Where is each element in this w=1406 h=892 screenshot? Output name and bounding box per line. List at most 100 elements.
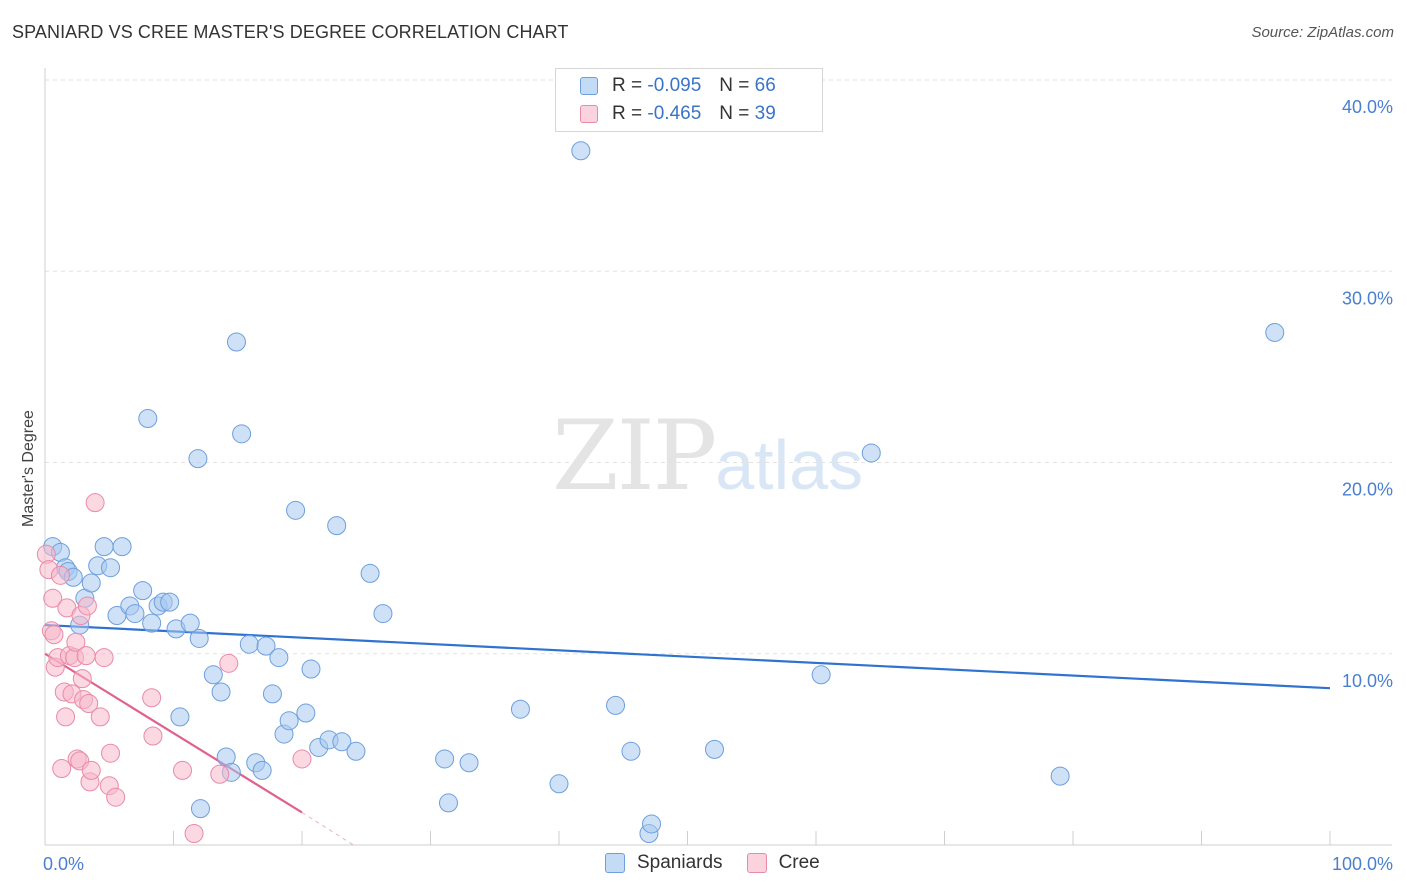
cree-point bbox=[52, 759, 72, 778]
axis-layer: 10.0% 20.0% 30.0% 40.0% 0.0% 100.0% bbox=[43, 68, 1393, 874]
source-credit: Source: ZipAtlas.com bbox=[1251, 24, 1394, 41]
y-axis-label: Master's Degree bbox=[20, 410, 37, 527]
grid-layer bbox=[45, 79, 1392, 655]
spaniard-point bbox=[226, 332, 246, 352]
legend-n-label: N = bbox=[719, 103, 750, 124]
spaniard-point bbox=[160, 592, 180, 612]
spaniard-point bbox=[286, 500, 306, 520]
spaniard-point bbox=[549, 774, 569, 794]
trend-layer bbox=[44, 623, 1331, 846]
spaniard-point bbox=[373, 604, 393, 624]
spaniard-point bbox=[606, 695, 626, 715]
spaniard-point bbox=[1265, 322, 1285, 342]
spaniard-point bbox=[142, 613, 162, 633]
cree-trend-extension bbox=[301, 812, 354, 846]
spaniard-point bbox=[704, 739, 724, 759]
spaniards-trend-line bbox=[44, 623, 1331, 690]
spaniard-point bbox=[861, 443, 881, 463]
spaniard-point bbox=[811, 665, 831, 685]
y-tick-label: 10.0% bbox=[1342, 671, 1393, 691]
legend-row-spaniards: R = -0.095 N = 66 bbox=[580, 74, 776, 98]
cree-point bbox=[44, 625, 64, 645]
spaniard-point bbox=[279, 711, 299, 731]
legend-r-label: R = bbox=[612, 75, 643, 96]
cree-point bbox=[72, 669, 92, 689]
cree-point bbox=[81, 760, 101, 780]
spaniard-point bbox=[211, 682, 231, 702]
cree-point bbox=[56, 707, 76, 727]
spaniard-point bbox=[301, 659, 321, 679]
spaniard-point bbox=[170, 707, 190, 727]
spaniard-point bbox=[138, 409, 158, 429]
spaniard-point bbox=[360, 563, 380, 583]
spaniard-point bbox=[327, 516, 347, 536]
legend-label-spaniards: Spaniards bbox=[637, 852, 723, 873]
spaniard-point bbox=[642, 814, 662, 834]
chart-title: SPANIARD VS CREE MASTER'S DEGREE CORRELA… bbox=[12, 22, 569, 42]
legend-label-cree: Cree bbox=[778, 852, 820, 873]
legend-r-value: -0.095 bbox=[647, 75, 702, 96]
cree-point bbox=[79, 693, 99, 713]
cree-point bbox=[143, 726, 163, 746]
spaniard-point bbox=[438, 793, 458, 813]
spaniards-swatch bbox=[580, 77, 598, 95]
spaniard-point bbox=[256, 636, 276, 656]
cree-point bbox=[101, 743, 121, 763]
spaniard-point bbox=[190, 799, 210, 819]
legend-n-label: N = bbox=[719, 75, 750, 96]
spaniard-point bbox=[571, 141, 591, 161]
cree-point bbox=[85, 493, 105, 513]
legend-r-value: -0.465 bbox=[647, 103, 702, 124]
cree-point bbox=[50, 565, 70, 585]
legend-r-label: R = bbox=[612, 103, 643, 124]
spaniard-point bbox=[510, 699, 530, 719]
cree-swatch bbox=[580, 105, 598, 123]
y-tick-label: 40.0% bbox=[1342, 97, 1393, 117]
spaniard-point bbox=[94, 537, 114, 557]
correlation-legend: R = -0.095 N = 66 R = -0.465 N = 39 bbox=[555, 68, 823, 132]
spaniard-point bbox=[232, 424, 252, 444]
cree-point bbox=[172, 760, 192, 780]
spaniard-point bbox=[112, 537, 132, 557]
cree-swatch bbox=[746, 853, 767, 873]
legend-row-cree: R = -0.465 N = 39 bbox=[580, 102, 776, 126]
spaniard-point bbox=[189, 628, 209, 648]
cree-point bbox=[66, 632, 86, 652]
spaniard-point bbox=[203, 665, 223, 685]
spaniard-point bbox=[180, 613, 200, 633]
cree-point bbox=[142, 688, 162, 708]
spaniard-point bbox=[252, 760, 272, 780]
y-tick-label: 20.0% bbox=[1342, 480, 1393, 500]
watermark-zip: ZIP bbox=[552, 400, 717, 512]
series-legend: Spaniards Cree bbox=[605, 852, 844, 874]
points-layer bbox=[36, 141, 1285, 844]
y-tick-label: 30.0% bbox=[1342, 288, 1393, 308]
cree-point bbox=[106, 787, 126, 807]
cree-point bbox=[219, 653, 239, 673]
spaniard-point bbox=[101, 558, 121, 578]
legend-n-value: 39 bbox=[754, 103, 776, 124]
spaniard-point bbox=[296, 703, 316, 723]
spaniard-point bbox=[133, 581, 153, 601]
spaniard-point bbox=[346, 741, 366, 761]
spaniard-point bbox=[332, 732, 352, 752]
x-tick-label: 100.0% bbox=[1332, 854, 1393, 874]
legend-n-value: 66 bbox=[754, 75, 776, 96]
spaniards-swatch bbox=[605, 853, 625, 873]
spaniard-point bbox=[1050, 766, 1070, 786]
watermark-atlas: atlas bbox=[715, 426, 864, 504]
spaniard-point bbox=[188, 449, 208, 469]
legend-item-spaniards[interactable]: Spaniards bbox=[605, 852, 723, 874]
spaniard-point bbox=[269, 648, 289, 668]
spaniard-point bbox=[125, 604, 145, 624]
cree-point bbox=[184, 824, 204, 844]
cree-point bbox=[76, 646, 96, 666]
spaniard-point bbox=[262, 684, 282, 704]
cree-point bbox=[43, 588, 63, 608]
cree-point bbox=[292, 749, 312, 769]
legend-item-cree[interactable]: Cree bbox=[746, 852, 820, 874]
spaniard-point bbox=[435, 749, 455, 769]
spaniard-point bbox=[621, 741, 641, 761]
watermark: ZIPatlas bbox=[552, 400, 863, 512]
